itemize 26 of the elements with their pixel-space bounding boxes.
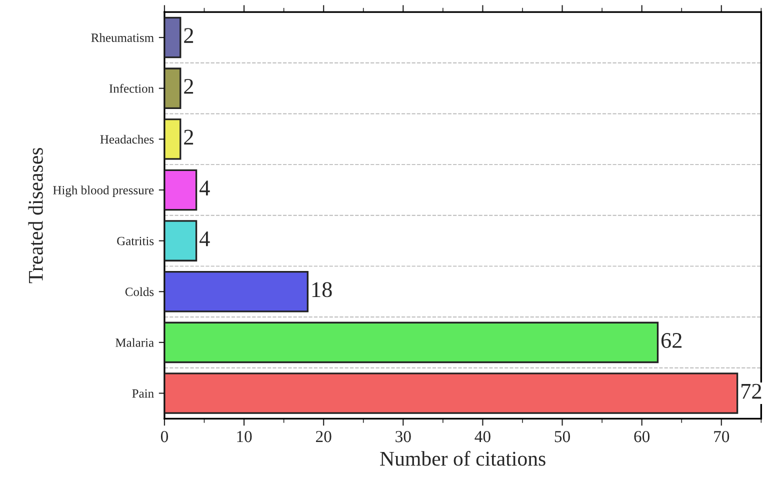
y-tick-label: High blood pressure	[53, 186, 154, 198]
x-tick-label: 30	[396, 430, 411, 442]
y-tick-label: Pain	[132, 389, 154, 398]
x-tick-label: 20	[316, 430, 332, 442]
data-label: 4	[200, 180, 210, 196]
x-tick-label: 70	[714, 430, 730, 442]
y-tick-label: Headaches	[100, 134, 154, 144]
y-tick-label: Colds	[125, 287, 154, 296]
data-label: 2	[184, 78, 194, 94]
y-tick-label: Infection	[109, 84, 154, 93]
y-tick-label: Malaria	[116, 338, 154, 347]
x-tick-label: 10	[237, 430, 252, 442]
data-label: 2	[184, 28, 194, 43]
x-tick-label: 50	[554, 430, 570, 442]
data-label: 18	[312, 282, 332, 298]
x-axis-title: Number of citations	[380, 450, 546, 466]
data-label: 62	[661, 333, 682, 348]
x-tick-label: 40	[474, 430, 490, 442]
x-tick-label: 0	[160, 430, 168, 442]
data-label: 72	[742, 384, 762, 399]
x-tick-label: 60	[634, 430, 650, 442]
data-label: 4	[200, 232, 210, 246]
data-label: 2	[184, 130, 194, 144]
y-tick-label: Gatritis	[117, 236, 154, 246]
y-tick-label: Rheumatism	[91, 33, 154, 42]
y-axis-title: Treated diseases	[28, 148, 43, 284]
